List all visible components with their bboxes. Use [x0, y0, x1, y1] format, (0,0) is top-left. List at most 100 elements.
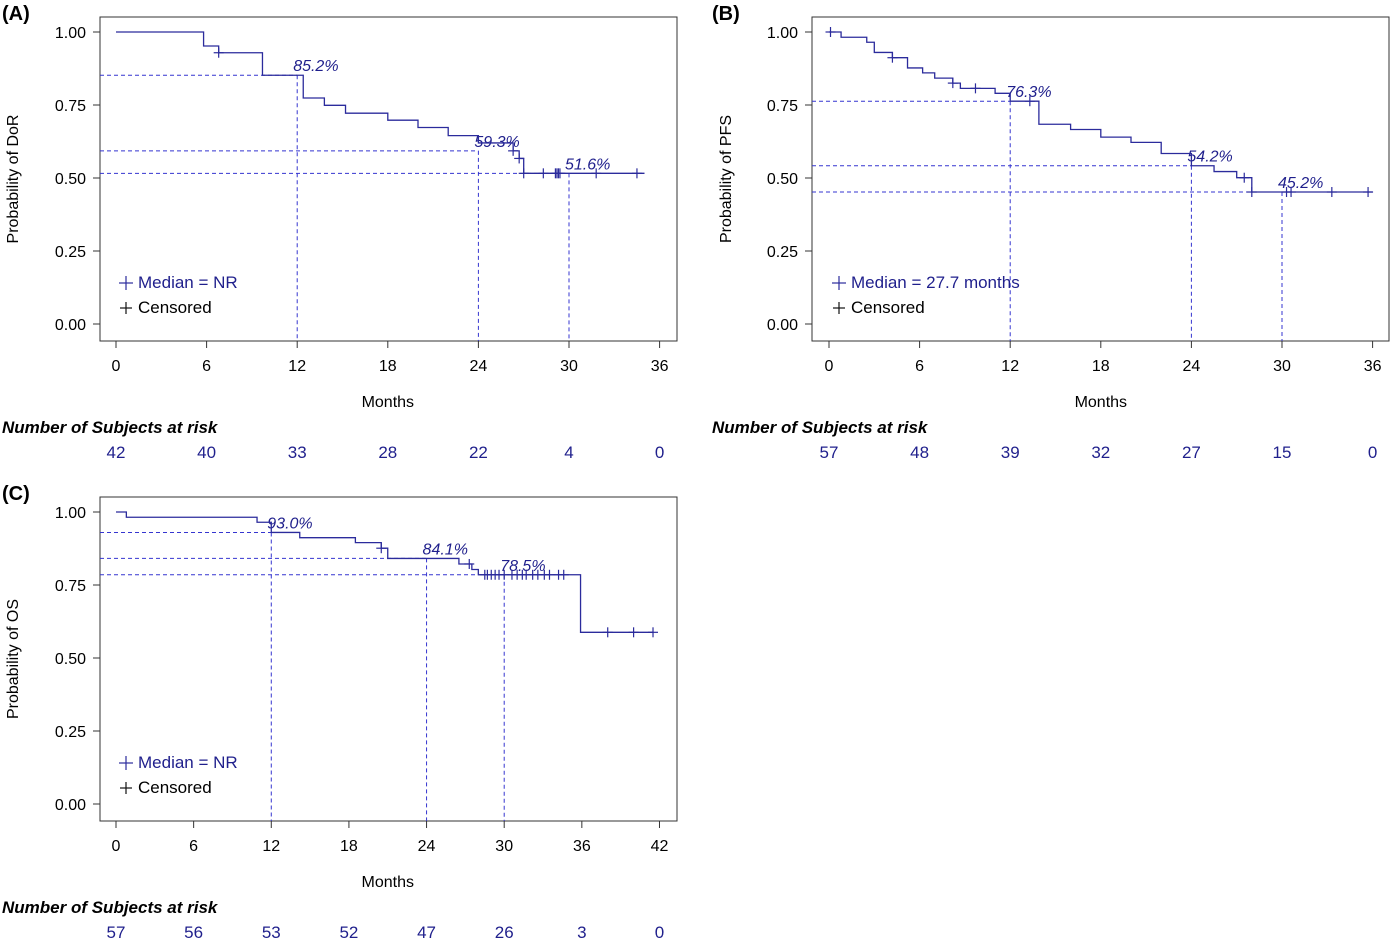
landmark-label: 85.2%: [293, 58, 338, 75]
y-tick-label: 0.50: [767, 171, 798, 188]
x-tick-label: 30: [560, 358, 578, 375]
km-panel-c: (C)0.000.250.500.751.000 6 12 18 24 30 36 42Mon…: [2, 483, 678, 940]
risk-count: 15: [1273, 443, 1292, 462]
censor-mark: [376, 543, 387, 554]
km-panel-a: (A) 0.00 0.25 0.50 0.75 1.00 0 6 12 18 24 30 36 Month…: [2, 3, 678, 462]
y-tick-label: 0.00: [55, 797, 86, 814]
censor-mark: [631, 168, 642, 179]
censor-mark: [1024, 96, 1035, 107]
censor-mark: [947, 78, 958, 89]
km-curve: [116, 511, 654, 633]
risk-count: 0: [655, 923, 664, 940]
y-tick-label: 0.50: [55, 171, 86, 188]
censor-mark: [1363, 187, 1374, 198]
risk-count: 27: [1182, 443, 1201, 462]
y-tick-label: 0.75: [767, 98, 798, 115]
legend-censored-label: Censored: [138, 298, 212, 317]
x-tick-label: 6: [189, 838, 198, 855]
risk-count: 40: [197, 443, 216, 462]
legend-censored-marker: [833, 302, 845, 314]
censor-mark: [648, 627, 659, 638]
censor-mark: [1286, 187, 1297, 198]
risk-count: 47: [417, 923, 436, 940]
plot-frame: [99, 496, 678, 822]
legend-median-label: Median = NR: [138, 753, 238, 772]
panel-label: (C): [2, 483, 30, 505]
censor-mark: [538, 168, 549, 179]
y-tick-label: 1.00: [55, 505, 86, 522]
x-tick-label: 24: [418, 838, 436, 855]
censor-mark: [213, 47, 224, 58]
x-tick-label: 12: [1001, 358, 1019, 375]
risk-count: 39: [1001, 443, 1020, 462]
x-tick-label: 12: [288, 358, 306, 375]
risk-count: 57: [107, 923, 126, 940]
panel-label: (A): [2, 3, 30, 25]
risk-count: 33: [288, 443, 307, 462]
risk-count: 57: [820, 443, 839, 462]
risk-count: 56: [184, 923, 203, 940]
x-tick-label: 30: [1273, 358, 1291, 375]
censor-mark: [558, 569, 569, 580]
legend-median-label: Median = 27.7 months: [851, 273, 1020, 292]
legend-median-marker: [832, 276, 846, 290]
x-tick-label: 36: [651, 358, 669, 375]
x-tick-label: 12: [262, 838, 280, 855]
risk-count: 22: [469, 443, 488, 462]
risk-count: 53: [262, 923, 281, 940]
x-tick-label: 42: [651, 838, 669, 855]
x-tick-label: 36: [573, 838, 591, 855]
y-tick-label: 0.75: [55, 98, 86, 115]
landmark-label: 45.2%: [1278, 175, 1323, 192]
risk-table-title: Number of Subjects at risk: [2, 418, 219, 437]
y-axis-label: Probability of OS: [5, 599, 22, 719]
risk-count: 28: [378, 443, 397, 462]
legend-censored-marker: [120, 782, 132, 794]
censor-mark: [544, 569, 555, 580]
censor-mark: [970, 83, 981, 94]
censor-mark: [1326, 187, 1337, 198]
censor-mark: [464, 558, 475, 569]
landmark-label: 84.1%: [423, 541, 468, 558]
censor-mark: [602, 627, 613, 638]
y-tick-label: 0.50: [55, 651, 86, 668]
y-tick-label: 0.25: [55, 724, 86, 741]
x-tick-label: 24: [470, 358, 488, 375]
censor-mark: [825, 27, 836, 37]
landmark-label: 76.3%: [1006, 84, 1051, 101]
risk-count: 0: [1368, 443, 1377, 462]
landmark-label: 51.6%: [565, 156, 610, 173]
censor-mark: [887, 52, 898, 63]
x-axis-label: Months: [362, 874, 414, 891]
y-tick-label: 1.00: [767, 25, 798, 42]
censor-mark: [518, 168, 529, 179]
legend-median-label: Median = NR: [138, 273, 238, 292]
km-curve: [116, 31, 645, 174]
censor-mark: [554, 168, 565, 179]
panel-label: (B): [712, 3, 740, 25]
landmark-label: 93.0%: [267, 515, 312, 532]
y-tick-label: 0.25: [767, 244, 798, 261]
risk-count: 48: [910, 443, 929, 462]
y-axis-label: Probability of PFS: [718, 115, 735, 243]
x-axis-label: Months: [1075, 394, 1127, 411]
y-tick-label: 0.75: [55, 578, 86, 595]
y-tick-label: 1.00: [55, 25, 86, 42]
x-tick-label: 0: [112, 838, 121, 855]
risk-table-title: Number of Subjects at risk: [712, 418, 929, 437]
x-tick-label: 18: [379, 358, 397, 375]
x-tick-label: 6: [202, 358, 211, 375]
censor-mark: [508, 145, 519, 156]
risk-table-title: Number of Subjects at risk: [2, 898, 219, 917]
censor-mark: [591, 168, 602, 179]
x-tick-label: 30: [495, 838, 513, 855]
risk-count: 32: [1091, 443, 1110, 462]
y-tick-label: 0.00: [55, 317, 86, 334]
x-tick-label: 18: [340, 838, 358, 855]
censor-mark: [1239, 172, 1250, 183]
censor-mark: [1246, 187, 1257, 198]
risk-count: 52: [339, 923, 358, 940]
risk-count: 3: [577, 923, 586, 940]
x-tick-label: 0: [112, 358, 121, 375]
